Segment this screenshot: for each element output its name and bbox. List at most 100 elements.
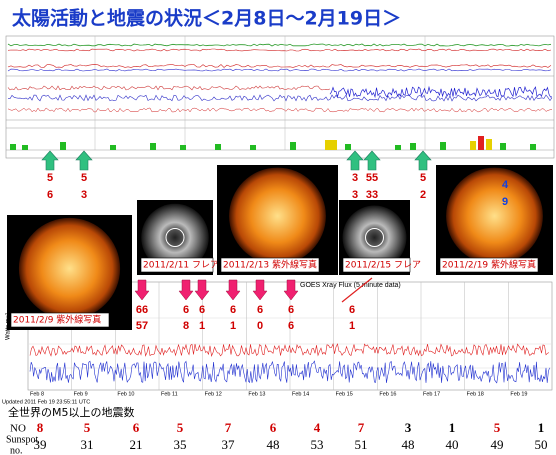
marker-bottom: 6 — [47, 189, 53, 201]
satellite-chart — [5, 35, 555, 159]
caption-box — [220, 257, 320, 273]
marker-bottom: 6 — [288, 320, 294, 332]
sunspot-count: 49 — [491, 437, 504, 452]
green-arrow — [414, 150, 432, 171]
table-title: 全世界のM5以上の地震数 — [8, 405, 135, 419]
title: 太陽活動と地震の状況＜2月8日～2月19日＞ — [12, 7, 401, 30]
marker-top: 6 — [230, 304, 236, 316]
x-tick-label: Feb 11 — [161, 391, 178, 397]
photo-caption: 2011/2/11 フレア — [143, 261, 219, 271]
sunspot-count: 51 — [355, 437, 368, 452]
occulter — [165, 228, 185, 247]
corona — [342, 205, 407, 270]
x-tick-label: Feb 13 — [248, 391, 265, 397]
kp-bar — [440, 142, 446, 150]
kp-bar — [215, 144, 221, 150]
marker-top: 4 — [502, 179, 509, 191]
caption-box — [342, 257, 411, 273]
sun-disk — [18, 217, 121, 320]
earthquake-count: 5 — [84, 420, 91, 435]
flare-pointer — [341, 277, 373, 303]
marker-bottom: 57 — [136, 320, 148, 332]
marker-top: 3 — [352, 172, 358, 184]
sunspot-count: 31 — [81, 437, 94, 452]
photo-caption: 2011/2/9 紫外線写真 — [13, 314, 101, 326]
earthquake-count: 5 — [177, 420, 184, 435]
marker-bottom: 0 — [257, 320, 263, 332]
marker-top: 6 — [183, 304, 189, 316]
earthquake-count: 7 — [225, 420, 232, 435]
kp-bar — [410, 143, 416, 150]
earthquake-count: 8 — [37, 420, 44, 435]
kp-bar — [60, 142, 66, 150]
pink-arrow — [252, 279, 268, 301]
marker-bottom: 3 — [81, 189, 87, 201]
trace — [7, 43, 552, 47]
earthquake-count: 6 — [270, 420, 277, 435]
x-tick-label: Feb 17 — [423, 391, 440, 397]
earthquake-count: 6 — [133, 420, 140, 435]
row-label: NO — [10, 423, 26, 435]
row-label: no. — [10, 445, 23, 455]
pink-arrow — [134, 279, 150, 301]
trace — [7, 64, 552, 68]
pink-arrow — [283, 279, 299, 301]
marker-bottom: 9 — [502, 196, 508, 208]
x-tick-label: Feb 15 — [336, 391, 353, 397]
photo-caption: 2011/2/13 紫外線写真 — [223, 259, 317, 271]
sunspot-count: 40 — [446, 437, 459, 452]
marker-top: 6 — [257, 304, 263, 316]
marker-top: 6 — [199, 304, 205, 316]
trace — [29, 360, 550, 384]
sunspot-count: 35 — [174, 437, 187, 452]
photo-caption: 2011/2/15 フレア — [345, 261, 421, 271]
marker-bottom: 1 — [230, 320, 236, 332]
green-arrow — [363, 150, 381, 171]
kp-bar — [325, 140, 331, 150]
kp-bar — [500, 143, 506, 150]
sun-disk — [446, 167, 543, 265]
trace — [7, 85, 331, 91]
trace — [7, 68, 552, 72]
marker-top: 5 — [81, 172, 87, 184]
pink-arrow — [178, 279, 194, 301]
x-tick-label: Feb 9 — [74, 391, 88, 397]
marker-top: 6 — [349, 304, 355, 316]
x-tick-label: Feb 14 — [292, 391, 309, 397]
green-arrow — [75, 150, 93, 171]
earthquake-count: 5 — [494, 420, 501, 435]
kp-bar — [22, 145, 28, 150]
marker-top: 5 — [420, 172, 426, 184]
sunspot-count: 48 — [402, 437, 415, 452]
quake-table: 全世界のM5以上の地震数 NO Sunspot no. 839531621535… — [6, 405, 548, 455]
sunspot-count: 37 — [222, 437, 236, 452]
corona — [141, 203, 209, 272]
sunspot-count: 53 — [311, 437, 324, 452]
x-tick-label: Feb 10 — [117, 391, 134, 397]
pink-arrow — [225, 279, 241, 301]
occulter — [365, 228, 384, 247]
green-arrow — [41, 150, 59, 171]
sunspot-count: 50 — [535, 437, 548, 452]
marker-bottom: 2 — [420, 189, 426, 201]
kp-bar — [110, 145, 116, 150]
marker-bottom: 1 — [349, 320, 355, 332]
marker-bottom: 3 — [352, 189, 358, 201]
green-arrow — [346, 150, 364, 171]
earthquake-count: 3 — [405, 420, 412, 435]
x-tick-label: Feb 12 — [205, 391, 222, 397]
kp-bar — [470, 141, 476, 150]
trace — [7, 107, 553, 113]
caption-box — [10, 312, 110, 328]
chart-title: GOES Xray Flux (5 minute data) — [300, 282, 401, 289]
marker-bottom: 33 — [366, 189, 378, 201]
marker-bottom: 8 — [183, 320, 189, 332]
caption-box — [439, 257, 539, 273]
kp-bar — [180, 145, 186, 150]
photo-caption: 2011/2/19 紫外線写真 — [442, 259, 536, 271]
marker-top: 66 — [136, 304, 148, 316]
caption-box — [140, 257, 214, 273]
kp-bar — [530, 144, 536, 150]
marker-top: 5 — [47, 172, 53, 184]
